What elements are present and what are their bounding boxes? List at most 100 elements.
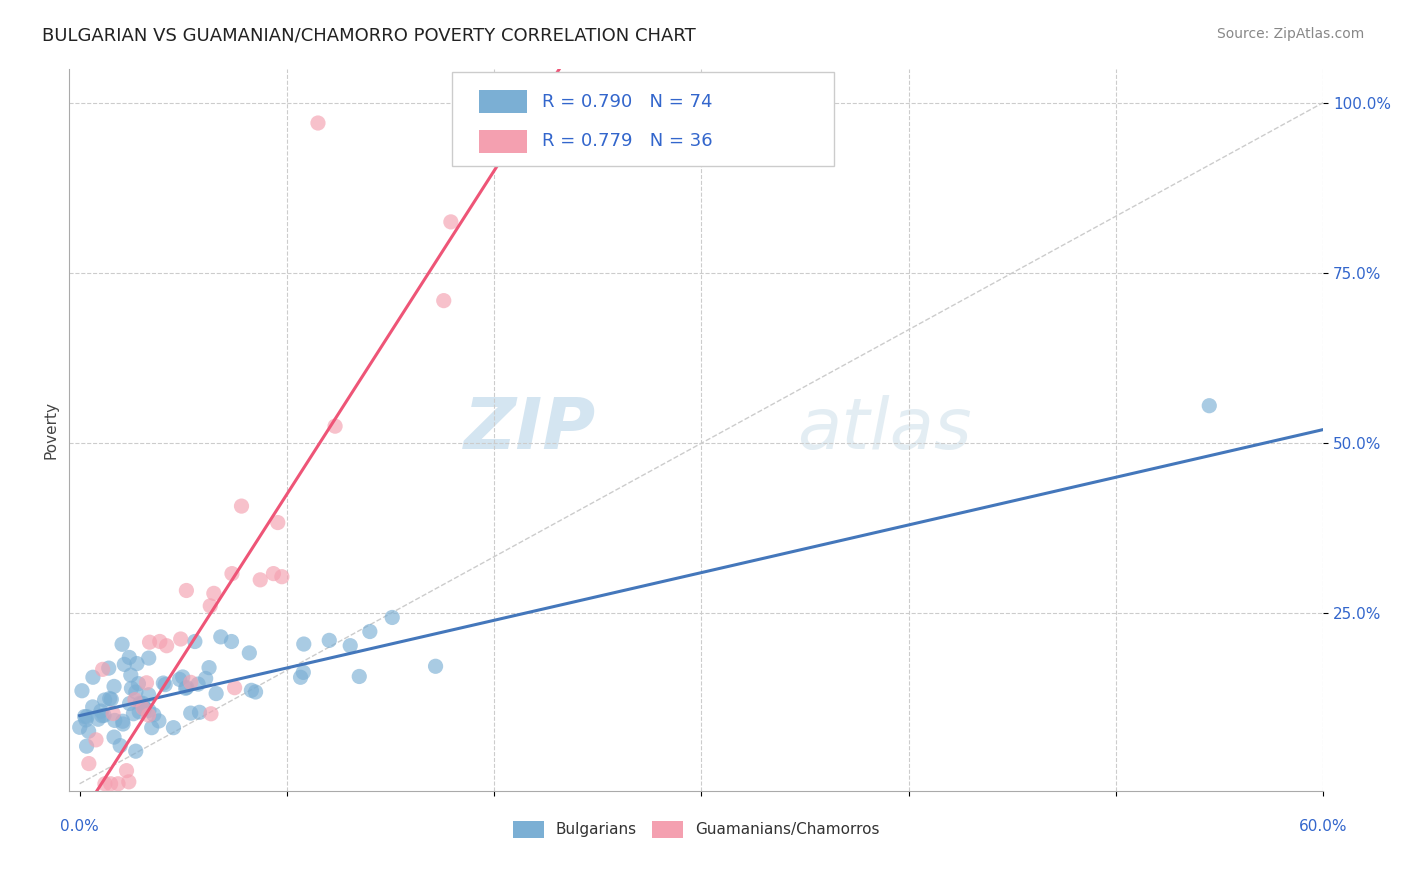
Text: atlas: atlas	[797, 395, 972, 464]
Point	[238, 646, 260, 660]
Point	[138, 688, 160, 702]
Point	[90, 704, 112, 718]
Text: ZIP: ZIP	[464, 395, 596, 464]
Point	[141, 721, 163, 735]
Point	[69, 720, 91, 734]
Point	[108, 739, 131, 753]
Point	[200, 706, 222, 721]
Point	[128, 705, 150, 719]
Point	[101, 706, 124, 721]
Text: R = 0.790   N = 74: R = 0.790 N = 74	[541, 93, 713, 111]
Point	[221, 566, 243, 581]
Text: BULGARIAN VS GUAMANIAN/CHAMORRO POVERTY CORRELATION CHART: BULGARIAN VS GUAMANIAN/CHAMORRO POVERTY …	[42, 27, 696, 45]
Point	[349, 669, 371, 683]
Point	[138, 635, 160, 649]
Point	[138, 651, 160, 665]
Point	[70, 683, 93, 698]
Point	[77, 756, 100, 771]
Point	[100, 692, 122, 706]
Point	[194, 672, 217, 686]
Point	[174, 681, 197, 696]
Point	[231, 499, 253, 513]
Text: 0.0%: 0.0%	[60, 820, 98, 834]
Point	[120, 681, 142, 696]
Point	[224, 681, 246, 695]
Point	[169, 673, 191, 687]
Point	[1198, 399, 1220, 413]
Point	[170, 632, 193, 646]
Point	[134, 702, 156, 716]
Point	[93, 693, 115, 707]
Y-axis label: Poverty: Poverty	[44, 401, 58, 458]
Point	[120, 668, 142, 682]
Point	[132, 701, 155, 715]
Point	[492, 95, 515, 110]
Point	[292, 637, 315, 651]
Point	[148, 714, 170, 728]
Point	[131, 696, 153, 710]
Point	[221, 634, 243, 648]
Point	[595, 95, 617, 110]
Point	[262, 566, 284, 581]
Point	[245, 685, 267, 699]
Bar	[479, 129, 527, 153]
Point	[180, 706, 202, 720]
Point	[124, 692, 146, 706]
Point	[307, 116, 329, 130]
Point	[112, 657, 135, 672]
Point	[91, 662, 114, 676]
Point	[433, 293, 456, 308]
Point	[94, 777, 117, 791]
Point	[205, 687, 228, 701]
Point	[188, 706, 211, 720]
Point	[180, 675, 202, 690]
Point	[318, 633, 340, 648]
Point	[520, 95, 543, 110]
Point	[125, 685, 148, 699]
Point	[153, 678, 176, 692]
Point	[240, 683, 263, 698]
Point	[176, 681, 198, 695]
Point	[118, 697, 141, 711]
Point	[339, 639, 361, 653]
Point	[149, 634, 172, 648]
Point	[98, 691, 121, 706]
Point	[156, 639, 179, 653]
Point	[359, 624, 381, 639]
Point	[112, 717, 135, 731]
Point	[75, 713, 97, 727]
Point	[118, 775, 141, 789]
Point	[162, 721, 184, 735]
Point	[104, 714, 127, 728]
Point	[107, 777, 129, 791]
Point	[111, 637, 134, 651]
Point	[122, 706, 145, 721]
Point	[176, 583, 198, 598]
Point	[440, 215, 463, 229]
Point	[200, 599, 222, 613]
Point	[111, 714, 134, 729]
Point	[184, 634, 207, 648]
Point	[103, 730, 125, 744]
Point	[118, 650, 141, 665]
Point	[152, 676, 174, 690]
Point	[142, 707, 165, 722]
Point	[82, 670, 104, 684]
Point	[209, 630, 232, 644]
Point	[77, 724, 100, 739]
Point	[381, 610, 404, 624]
Point	[100, 777, 122, 791]
Point	[138, 708, 160, 723]
Point	[138, 703, 160, 717]
Point	[129, 696, 152, 710]
Point	[125, 744, 148, 758]
Point	[103, 680, 125, 694]
Point	[270, 570, 292, 584]
Point	[82, 700, 104, 714]
Point	[172, 670, 194, 684]
Point	[127, 676, 149, 690]
Bar	[479, 90, 527, 113]
Point	[198, 660, 221, 674]
Legend: Bulgarians, Guamanians/Chamorros: Bulgarians, Guamanians/Chamorros	[508, 814, 886, 845]
Point	[125, 657, 148, 671]
